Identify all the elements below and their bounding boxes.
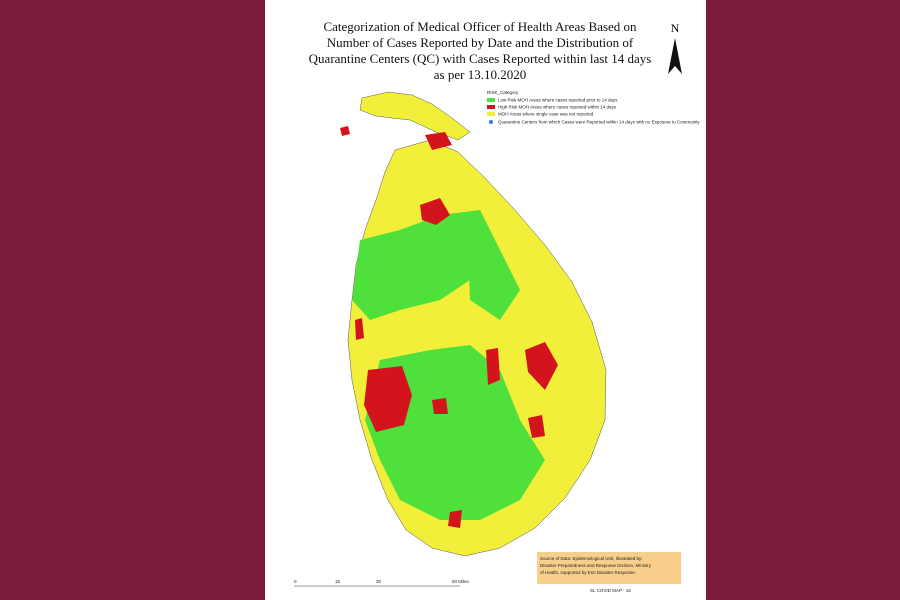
scale-label: 15	[335, 579, 341, 584]
title-line: Categorization of Medical Officer of Hea…	[323, 19, 637, 34]
source-box: Source of Data: Epidemiological Unit, Il…	[537, 552, 681, 584]
legend-item: High Risk MOH Areas where cases reported…	[498, 105, 617, 110]
scale-label: 60 Miles	[452, 579, 470, 584]
legend-swatch	[487, 98, 495, 102]
legend-title: RISK_Category	[487, 90, 519, 95]
legend-item: Quarantine Centers from which Cases were…	[498, 120, 700, 125]
title-line: Quarantine Centers (QC) with Cases Repor…	[309, 51, 652, 66]
north-arrow: N	[668, 21, 682, 74]
legend-item: Low Risk MOH Areas where cases reported …	[498, 98, 618, 103]
legend-swatch	[487, 105, 495, 109]
legend: RISK_Category Low Risk MOH Areas where c…	[487, 90, 700, 125]
source-line: Disaster Preparedness and Response Divis…	[540, 563, 652, 568]
island	[340, 91, 607, 557]
scale-bar: 0 15 30 60 Miles	[294, 579, 470, 587]
legend-swatch	[487, 112, 495, 116]
arrow	[668, 38, 682, 74]
title-line: Number of Cases Reported by Date and the…	[327, 35, 634, 50]
legend-symbol	[489, 120, 493, 124]
scale-label: 30	[376, 579, 382, 584]
map-id: SL COVID MAP - 16	[590, 588, 631, 593]
source-background	[537, 552, 681, 584]
north-label: N	[671, 21, 680, 35]
title: Categorization of Medical Officer of Hea…	[309, 19, 652, 82]
legend-item: MOH Areas where single case was not repo…	[498, 112, 594, 117]
title-line: as per 13.10.2020	[434, 67, 526, 82]
source-line: of Health, supported by Esri Disaster Re…	[540, 570, 636, 575]
source-line: Source of Data: Epidemiological Unit, Il…	[540, 556, 643, 561]
scale-label: 0	[294, 579, 297, 584]
